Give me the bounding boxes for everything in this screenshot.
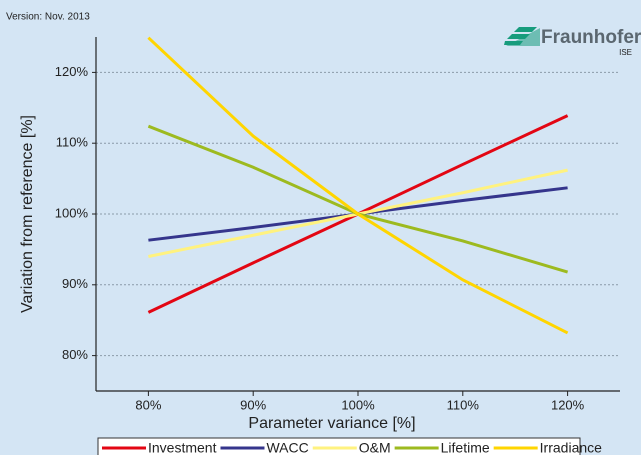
y-tick-label: 100%	[55, 205, 89, 220]
logo-name: Fraunhofer	[541, 27, 641, 48]
legend-label: WACC	[266, 440, 308, 455]
legend-label: O&M	[359, 440, 391, 455]
y-axis-label: Variation from reference [%]	[19, 115, 36, 313]
x-tick-label: 120%	[551, 397, 585, 412]
legend-label: Irradiance	[540, 440, 602, 455]
x-axis-label: Parameter variance [%]	[248, 415, 415, 432]
x-tick-label: 110%	[447, 397, 480, 412]
x-tick-label: 90%	[240, 397, 266, 412]
x-tick-label: 80%	[135, 397, 161, 412]
y-tick-label: 110%	[56, 135, 89, 150]
y-tick-label: 80%	[62, 347, 88, 362]
legend-label: Lifetime	[441, 440, 490, 455]
logo-unit: ISE	[619, 48, 632, 57]
logo-icon	[504, 27, 540, 46]
y-tick-label: 120%	[55, 64, 89, 79]
x-tick-label: 100%	[341, 397, 375, 412]
y-tick-label: 90%	[62, 276, 88, 291]
version-note: Version: Nov. 2013	[6, 12, 90, 23]
legend-label: Investment	[148, 440, 217, 455]
series-line	[147, 36, 569, 335]
